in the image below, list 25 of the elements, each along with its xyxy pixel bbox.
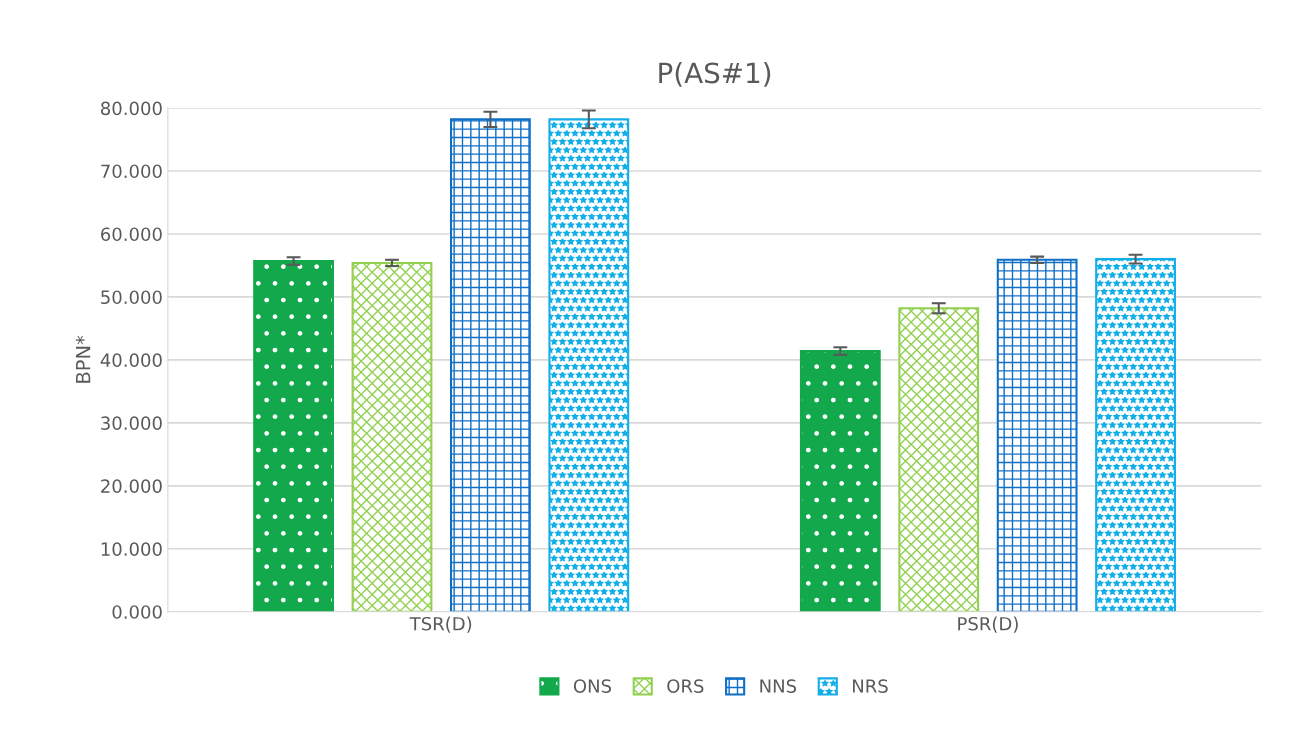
y-axis-title: BPN* — [75, 335, 91, 383]
bar — [253, 260, 334, 612]
legend-label: ORS — [667, 679, 704, 693]
y-tick-label: 0.000 — [112, 605, 162, 619]
bar — [1095, 258, 1176, 612]
bar — [996, 258, 1078, 612]
y-tick-label: 60.000 — [101, 227, 162, 242]
y-tick-label: 70.000 — [101, 164, 162, 179]
bar — [898, 307, 980, 612]
bar — [548, 118, 630, 612]
x-tick-label: TSR(D) — [409, 616, 472, 633]
y-tick-label: 10.000 — [101, 542, 162, 556]
y-tick-label: 80.000 — [101, 101, 162, 116]
bar — [351, 261, 433, 612]
y-tick-label: 40.000 — [100, 353, 162, 368]
y-tick-label: 20.000 — [101, 479, 162, 493]
bar — [799, 350, 881, 612]
bar — [450, 118, 531, 612]
legend-label: ONS — [573, 679, 612, 693]
chart-title: P(AS#1) — [659, 61, 771, 87]
legend-label: NRS — [853, 679, 888, 693]
y-tick-label: 30.000 — [101, 416, 162, 430]
x-tick-label: PSR(D) — [958, 616, 1018, 633]
y-tick-label: 50.000 — [101, 290, 162, 305]
legend-label: NNS — [760, 679, 797, 693]
